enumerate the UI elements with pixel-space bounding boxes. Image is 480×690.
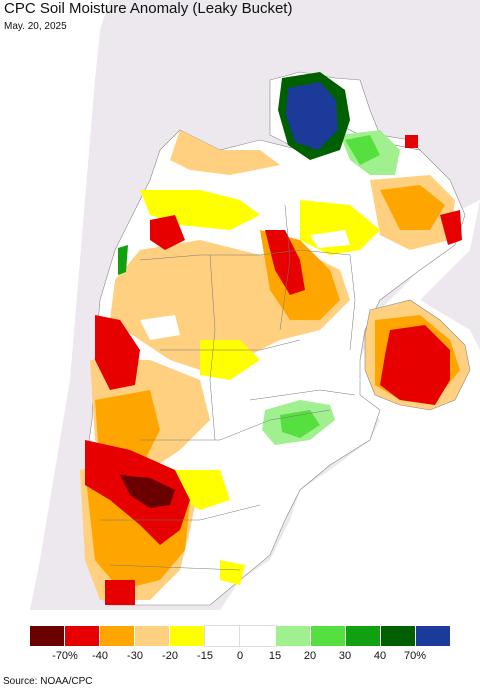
legend-label: -15 — [197, 650, 213, 662]
legend-label: -20 — [162, 650, 178, 662]
patch-red-7 — [440, 210, 462, 245]
legend-swatch — [100, 626, 136, 646]
legend-swatch — [170, 626, 206, 646]
patch-green-1 — [280, 410, 320, 438]
patch-red-8 — [405, 135, 418, 148]
patch-white-3 — [300, 335, 360, 400]
patch-white-1 — [140, 315, 180, 340]
legend-swatch — [415, 626, 450, 646]
patch-orange-5 — [380, 185, 445, 230]
legend-swatch — [135, 626, 171, 646]
legend-swatch — [204, 625, 242, 647]
map-title: CPC Soil Moisture Anomaly (Leaky Bucket) — [4, 0, 293, 17]
patch-red-3 — [95, 315, 140, 390]
legend-swatch — [380, 626, 416, 646]
legend-label: -70% — [52, 650, 78, 662]
legend-label: -30 — [127, 650, 143, 662]
patch-red-1 — [150, 215, 185, 250]
patch-lightorange-5 — [170, 130, 280, 175]
patch-white-2 — [310, 230, 350, 248]
map-svg — [0, 0, 480, 610]
province-boundaries — [100, 204, 356, 571]
patch-red-5 — [105, 580, 135, 605]
map-date: May. 20, 2025 — [4, 21, 67, 32]
legend-label: 20 — [303, 650, 317, 662]
legend-swatch — [65, 626, 101, 646]
source-credit: Source: NOAA/CPC — [3, 676, 93, 687]
legend-label: -40 — [92, 650, 108, 662]
patch-yellow-5 — [220, 560, 245, 585]
patch-green-3 — [118, 245, 128, 275]
patch-blue-1 — [286, 82, 338, 150]
anomaly-map: CPC Soil Moisture Anomaly (Leaky Bucket)… — [0, 0, 480, 610]
legend-label: 0 — [236, 650, 244, 662]
legend-swatch — [275, 626, 311, 646]
patch-red-2 — [265, 230, 305, 295]
patch-green-2 — [345, 135, 380, 165]
legend-labels: -70% -40 -30 -20 -15 0 15 20 30 40 70% — [30, 650, 450, 664]
patch-red-6 — [380, 325, 450, 405]
legend-label: 40 — [373, 650, 387, 662]
legend-swatch — [310, 626, 346, 646]
legend-swatch — [30, 626, 66, 646]
legend-colorbar — [30, 625, 450, 647]
legend-swatch — [239, 625, 277, 647]
legend-label: 70% — [403, 650, 427, 662]
pacific-ocean — [0, 0, 110, 610]
legend-label: 30 — [338, 650, 352, 662]
atlantic-ocean — [220, 200, 480, 610]
legend-label: 15 — [268, 650, 282, 662]
patch-darkred-1 — [120, 475, 175, 508]
legend-swatch — [345, 626, 381, 646]
